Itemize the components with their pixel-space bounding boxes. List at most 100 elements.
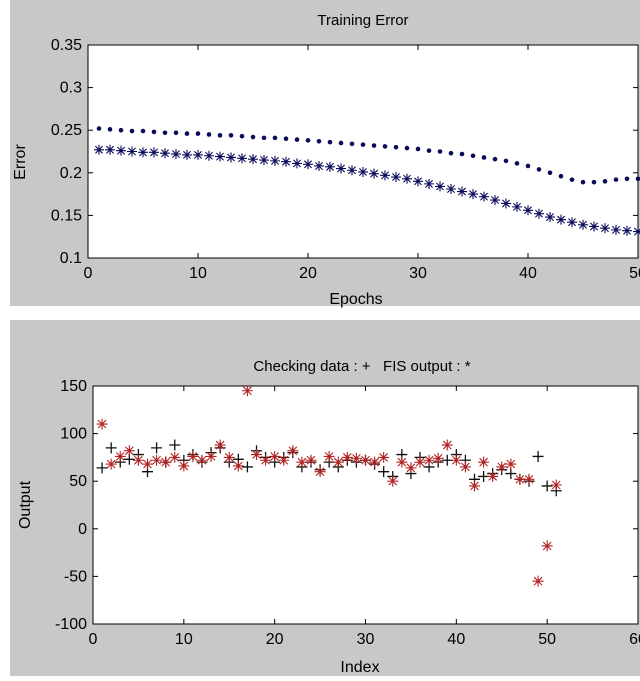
chart1-data-point <box>481 155 487 160</box>
chart1-data-point <box>217 133 223 138</box>
chart1-data-point <box>281 156 291 167</box>
chart2-data-point <box>151 454 163 466</box>
chart1-data-point <box>226 152 236 163</box>
chart1-data-point <box>600 223 610 234</box>
chart2-data-point <box>378 451 390 463</box>
chart1-data-point <box>512 201 522 212</box>
chart2-x-ticks: 0 10 20 30 40 50 60 <box>89 386 640 648</box>
chart2-data-point <box>323 450 335 462</box>
chart1-data-point <box>336 163 346 174</box>
chart1-data-point <box>171 149 181 160</box>
chart1-x-ticks: 0 10 20 30 40 50 <box>84 45 640 282</box>
chart1-data-point <box>393 144 399 150</box>
chart1-data-point <box>162 130 168 136</box>
chart2-data-point <box>505 458 517 470</box>
chart1-data-point <box>569 177 575 182</box>
chart2-data-point <box>341 451 353 463</box>
chart2-x-tick-label: 60 <box>629 631 640 648</box>
chart1-series-2 <box>94 144 640 237</box>
chart1-data-point <box>523 205 533 216</box>
chart2-data-point <box>151 442 163 454</box>
chart1-data-point <box>193 149 203 160</box>
chart1-x-axis-label: Epochs <box>329 291 382 308</box>
chart1-data-point <box>578 219 588 230</box>
chart2-data-point <box>278 454 290 466</box>
chart1-x-tick-label: 30 <box>409 265 427 282</box>
chart1-data-point <box>129 128 135 134</box>
chart2-data-point <box>350 452 362 464</box>
chart1-data-point <box>261 135 267 141</box>
chart1-series-1 <box>96 126 640 185</box>
chart1-x-tick-label: 10 <box>189 265 207 282</box>
chart1-data-point <box>525 163 531 169</box>
chart2-marks <box>96 385 562 587</box>
chart2-data-point <box>505 468 517 480</box>
chart2-data-point <box>105 442 117 454</box>
chart1-data-point <box>360 142 366 147</box>
chart1-y-axis-label: Error <box>12 144 29 180</box>
chart1-data-point <box>239 133 245 139</box>
chart2-data-point <box>305 454 317 466</box>
chart2-x-tick-label: 30 <box>357 631 375 648</box>
chart1-y-tick-label: 0.2 <box>60 165 82 182</box>
chart2-data-point <box>514 473 526 485</box>
chart2-x-tick-label: 20 <box>266 631 284 648</box>
chart2-data-point <box>269 450 281 462</box>
chart1-data-point <box>424 178 434 189</box>
chart1-data-point <box>283 136 289 142</box>
chart2-data-point <box>251 449 262 461</box>
chart2-data-point <box>123 445 135 457</box>
chart1-data-point <box>404 145 410 151</box>
chart1-y-tick-label: 0.1 <box>60 250 82 267</box>
chart1-data-point <box>514 161 520 166</box>
chart1-data-point <box>195 131 201 136</box>
chart2-data-point <box>450 454 462 466</box>
chart2-data-point <box>187 450 199 462</box>
chart1-data-point <box>457 186 467 197</box>
chart2-data-point <box>478 456 490 468</box>
chart2-data-point <box>160 456 172 468</box>
chart2-data-point <box>432 452 444 464</box>
chart1-data-point <box>624 176 630 182</box>
chart1-data-point <box>127 146 137 157</box>
chart1-y-tick-label: 0.25 <box>51 122 82 139</box>
chart1-data-point <box>380 170 390 181</box>
chart1-y-tick-label: 0.15 <box>51 207 82 224</box>
chart2-data-point <box>105 458 117 470</box>
chart1-data-point <box>501 198 511 209</box>
chart2-data-point <box>469 480 480 492</box>
chart1-data-point <box>536 167 542 172</box>
chart1-y-ticks: 0.1 0.15 0.2 0.25 0.3 0.35 <box>51 37 638 267</box>
chart1-data-point <box>305 138 311 143</box>
chart1-data-point <box>160 148 170 159</box>
chart2-data-point <box>178 460 190 472</box>
chart1-data-point <box>556 214 566 225</box>
chart2-data-point <box>260 454 272 466</box>
chart1-data-point <box>413 176 423 187</box>
chart2-series-2 <box>96 385 562 587</box>
chart2-data-point <box>96 462 108 474</box>
chart1-data-point <box>589 221 599 232</box>
chart2-y-axis-label: Output <box>17 480 34 529</box>
chart2-y-ticks: -100 -50 0 50 100 150 <box>55 378 638 633</box>
chart2-x-axis-label: Index <box>340 659 379 676</box>
chart2-data-point <box>232 460 244 472</box>
chart1-plot-area <box>87 44 639 259</box>
chart2-x-tick-label: 10 <box>175 631 193 648</box>
chart2-data-point <box>487 470 499 482</box>
chart1-data-point <box>369 168 379 179</box>
chart1-data-point <box>580 179 586 185</box>
chart1-data-point <box>567 217 577 228</box>
chart1-data-point <box>250 134 256 140</box>
chart1-x-tick-label: 0 <box>84 265 93 282</box>
chart2-data-point <box>287 445 299 457</box>
chart1-data-point <box>116 145 126 156</box>
chart1-data-point <box>591 179 597 185</box>
chart2-data-point <box>541 540 553 552</box>
chart1-data-point <box>107 127 113 132</box>
chart1-data-point <box>479 191 489 202</box>
chart2-data-point <box>541 480 553 492</box>
chart2-data-point <box>532 575 544 587</box>
chart2-data-point <box>205 450 217 462</box>
